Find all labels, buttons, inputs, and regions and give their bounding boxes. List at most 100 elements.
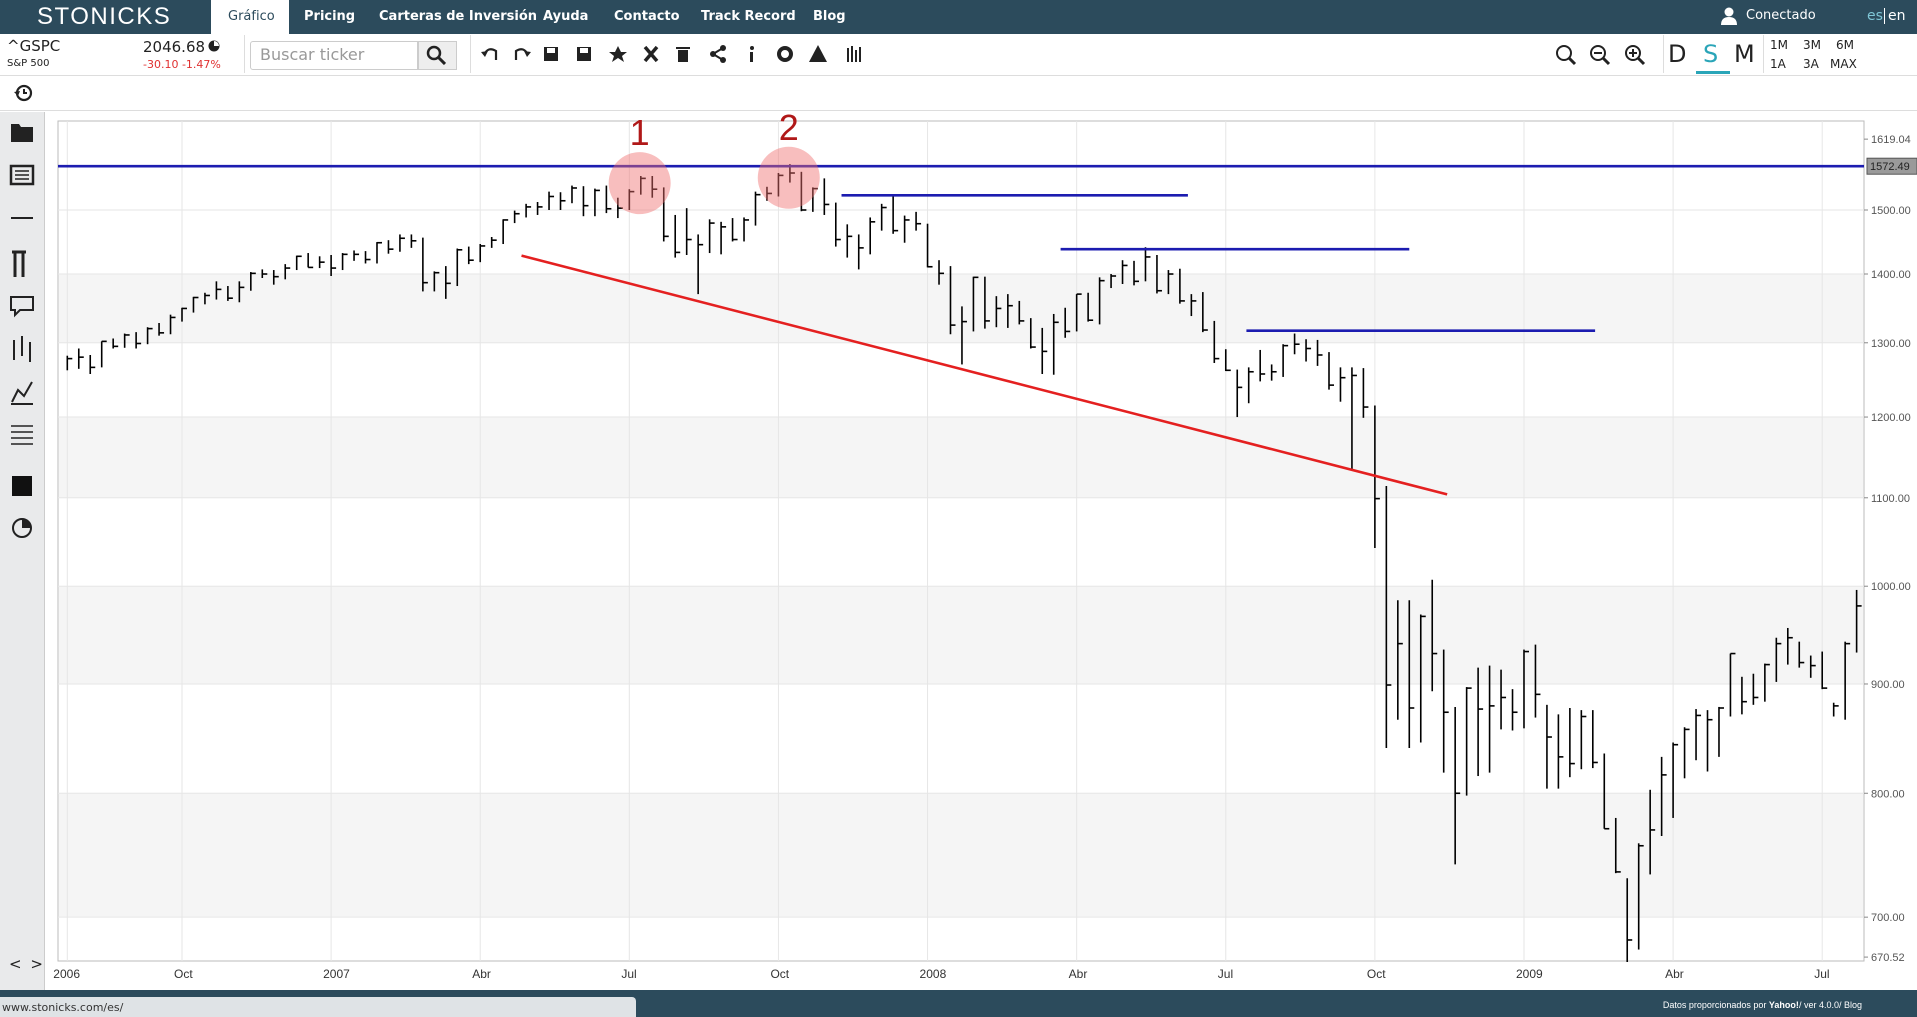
volume-icon[interactable] <box>847 46 861 62</box>
range[interactable]: 1M <box>1770 38 1788 52</box>
range[interactable]: 3M <box>1803 38 1821 52</box>
x-tick-label: 2007 <box>323 967 350 981</box>
ticker-name: S&P 500 <box>7 58 50 69</box>
clock-icon <box>208 40 220 52</box>
nav-item[interactable]: Pricing <box>304 9 356 24</box>
info-icon[interactable] <box>750 52 753 62</box>
highlight-circle <box>608 152 671 215</box>
trash-icon[interactable] <box>678 50 688 62</box>
url-box <box>0 997 636 1017</box>
ticker-symbol: ^GSPC <box>7 37 61 55</box>
comment-tool[interactable] <box>10 296 34 318</box>
y-tick-label: 1500.00 <box>1871 205 1911 217</box>
trend-line <box>521 254 1448 496</box>
grid-band <box>59 274 1863 343</box>
grid-band <box>59 586 1863 684</box>
x-tick-label: Abr <box>472 967 491 981</box>
lines-tool[interactable] <box>11 425 33 445</box>
y-tick-label: 900.00 <box>1871 679 1905 691</box>
highlight-label: 1 <box>630 112 650 153</box>
url[interactable]: www.stonicks.com/es/ <box>2 1001 124 1014</box>
divider <box>244 35 245 73</box>
lang-en[interactable]: en <box>1888 8 1906 24</box>
nav-item[interactable]: Carteras de Inversión <box>379 9 538 24</box>
x-tick-label: Oct <box>1367 967 1386 981</box>
lang-es[interactable]: es <box>1867 8 1883 24</box>
period-s[interactable]: S <box>1703 40 1719 68</box>
search-button[interactable] <box>418 41 457 70</box>
search-icon <box>426 45 446 65</box>
zoom-out-icon[interactable] <box>1590 45 1606 61</box>
nav-item[interactable]: Blog <box>813 9 846 24</box>
nav-item[interactable]: Ayuda <box>543 9 589 24</box>
logo[interactable]: STONICKS <box>37 3 172 30</box>
y-tick-label: 1000.00 <box>1871 581 1911 593</box>
period-m[interactable]: M <box>1734 40 1755 68</box>
indicator-tool[interactable] <box>11 381 33 405</box>
nav-item[interactable]: Contacto <box>614 9 680 24</box>
period-underline <box>1696 71 1730 74</box>
nav-item[interactable]: Track Record <box>701 9 796 24</box>
open-icon[interactable] <box>11 124 33 142</box>
highlight-label: 2 <box>779 110 799 148</box>
bars-tool[interactable] <box>13 336 31 362</box>
top-bar <box>0 0 1917 34</box>
credit-blog[interactable]: Blog <box>1843 1000 1862 1010</box>
price-tag-label: 1572.49 <box>1870 161 1910 173</box>
ticker-price: 2046.68 <box>143 38 206 56</box>
x-tick-label: Jul <box>1814 967 1829 981</box>
active-tab[interactable] <box>211 0 289 34</box>
search-input[interactable] <box>250 41 418 70</box>
search-placeholder: Buscar ticker <box>260 45 365 64</box>
divider <box>470 35 471 73</box>
range[interactable]: 1A <box>1770 57 1786 71</box>
price-tag <box>1866 157 1917 175</box>
alert-icon[interactable] <box>809 45 827 62</box>
chart: 670.52700.00800.00900.001000.001100.0012… <box>53 110 1917 981</box>
sidebar-icons <box>9 124 35 538</box>
grid-band <box>59 793 1863 918</box>
x-tick-label: 2008 <box>920 967 947 981</box>
grid-band <box>59 417 1863 498</box>
sidebar-nav[interactable]: < > <box>9 955 45 973</box>
color-tool[interactable] <box>12 476 32 496</box>
tool-icons <box>481 45 861 63</box>
user-status[interactable]: Conectado <box>1746 8 1816 23</box>
credit-version: / ver 4.0.0/ <box>1798 1000 1842 1010</box>
star-icon[interactable] <box>609 46 627 62</box>
x-tick-label: Abr <box>1665 967 1684 981</box>
zoom-in-icon[interactable] <box>1625 45 1641 61</box>
highlight-circle <box>757 146 820 209</box>
user-icon <box>1721 7 1737 25</box>
list-icon[interactable] <box>9 164 35 186</box>
x-tick-label: Abr <box>1069 967 1088 981</box>
divider <box>1663 35 1664 73</box>
y-tick-label: 800.00 <box>1871 788 1905 800</box>
x-tick-label: Jul <box>1218 967 1233 981</box>
x-tick-label: 2006 <box>53 967 80 981</box>
period-d[interactable]: D <box>1668 40 1687 68</box>
delete-icon[interactable] <box>643 45 659 63</box>
x-tick-label: Jul <box>621 967 636 981</box>
x-tick-label: Oct <box>770 967 789 981</box>
nav-item[interactable]: Gráfico <box>228 9 275 24</box>
range[interactable]: 6M <box>1836 38 1854 52</box>
x-tick-label: Oct <box>174 967 193 981</box>
settings-icon[interactable] <box>777 46 793 62</box>
credit: Datos proporcionados por Yahoo!/ ver 4.0… <box>1663 1000 1862 1010</box>
history-icon[interactable] <box>13 83 33 103</box>
range[interactable]: 3A <box>1803 57 1819 71</box>
ticker-change: -30.10 -1.47% <box>143 58 221 71</box>
credit-source[interactable]: Yahoo! <box>1768 1000 1799 1010</box>
fib-tool[interactable] <box>12 250 26 277</box>
y-tick-label: 1100.00 <box>1871 493 1910 505</box>
y-tick-label: 1300.00 <box>1871 338 1911 350</box>
y-tick-label: 1619.04 <box>1871 134 1911 146</box>
range[interactable]: MAX <box>1830 57 1857 71</box>
lang-divider <box>1884 8 1885 24</box>
zoom-icon[interactable] <box>1556 45 1572 61</box>
zoom-icons <box>1556 45 1646 66</box>
divider <box>1763 35 1764 73</box>
y-tick-label: 700.00 <box>1871 912 1905 924</box>
